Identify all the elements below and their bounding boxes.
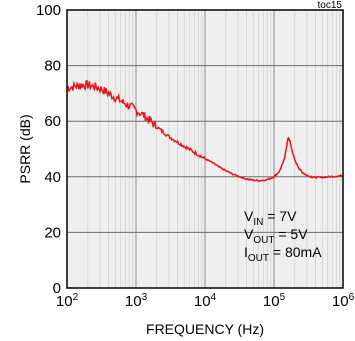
y-tick-label: 60	[44, 113, 61, 130]
y-tick-label: 20	[44, 224, 61, 241]
annotation-line: VIN = 7V	[244, 208, 297, 228]
annotation-line: IOUT = 80mA	[244, 244, 322, 264]
x-tick-label: 102	[56, 292, 79, 310]
y-tick-label: 0	[53, 280, 61, 297]
x-axis-label: FREQUENCY (Hz)	[146, 321, 264, 337]
x-tick-label: 106	[332, 292, 355, 310]
y-axis-label: PSRR (dB)	[17, 114, 33, 183]
y-tick-label: 40	[44, 169, 61, 186]
x-tick-label: 104	[194, 292, 217, 310]
x-tick-label: 103	[125, 292, 148, 310]
annotation-line: VOUT = 5V	[244, 226, 308, 246]
x-tick-label: 105	[263, 292, 286, 310]
grid	[66, 9, 344, 289]
y-tick-label: 80	[44, 58, 61, 75]
psrr-series-line	[66, 79, 344, 182]
y-tick-label: 100	[36, 2, 61, 19]
tick-labels: 0 20 40 60 80 100 102 103 104 105 106	[36, 2, 355, 310]
chart-tag: toc15	[318, 0, 343, 11]
plot-frame	[66, 9, 344, 289]
